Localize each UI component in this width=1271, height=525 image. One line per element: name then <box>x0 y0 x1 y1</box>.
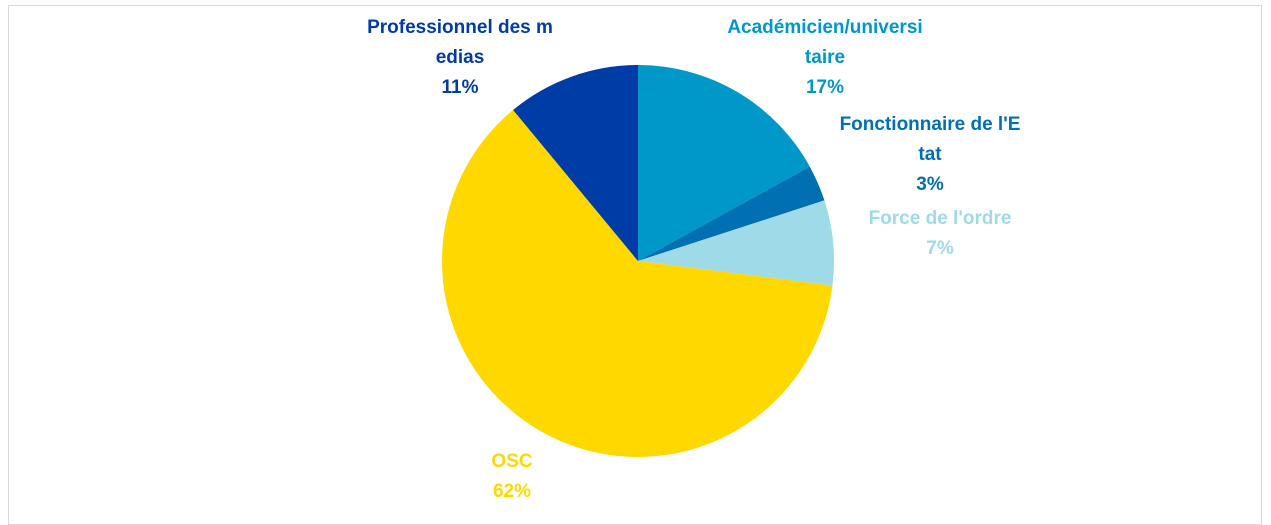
slice-label: OSC 62% <box>452 447 572 507</box>
chart <box>441 65 834 457</box>
pie-slice <box>638 166 825 261</box>
category-label: Force de l'ordre <box>868 208 1012 229</box>
value-label: 7% <box>926 238 954 259</box>
pie-slice <box>513 65 638 261</box>
value-label: 3% <box>916 174 944 195</box>
value-label: 62% <box>492 481 532 502</box>
category-label: Académicien/universitaire <box>727 17 923 68</box>
pie-slice <box>441 109 833 457</box>
pie-slice <box>638 65 810 261</box>
category-label: Fonctionnaire de l'Etat <box>839 114 1021 165</box>
slice-label: Professionnel des medias 11% <box>363 13 558 103</box>
category-label: OSC <box>491 451 533 472</box>
category-label: Professionnel des medias <box>367 17 553 68</box>
slice-label: Académicien/universitaire 17% <box>725 13 925 103</box>
value-label: 11% <box>441 77 479 98</box>
slice-label: Fonctionnaire de l'Etat 3% <box>838 110 1023 200</box>
pie-slice <box>638 200 834 286</box>
slice-label: Force de l'ordre 7% <box>840 204 1040 264</box>
page: (() => { const data = JSON.parse(documen… <box>8 5 1262 525</box>
value-label: 17% <box>805 77 845 98</box>
